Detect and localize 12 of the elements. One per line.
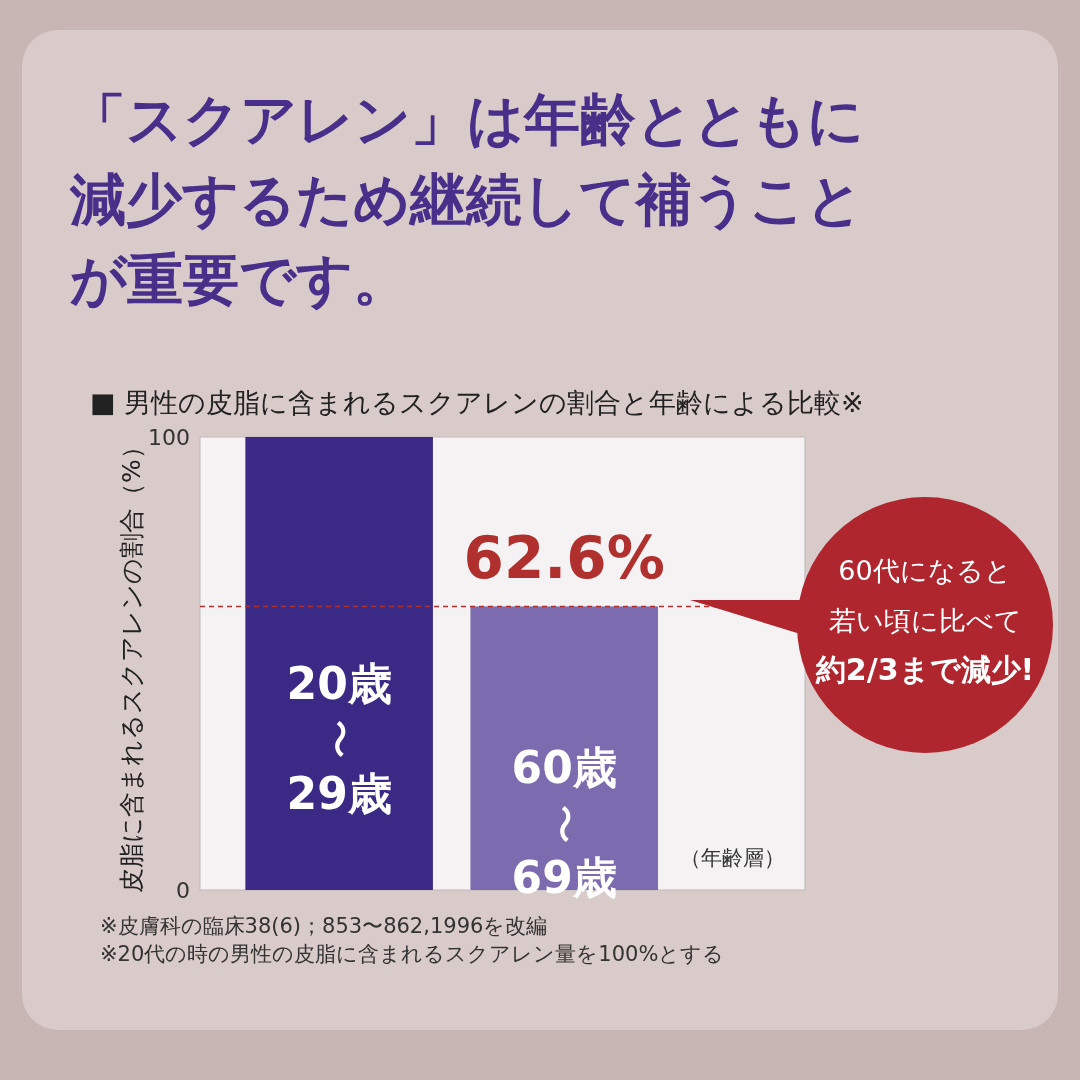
y-tick-label: 0 — [176, 878, 190, 903]
chart-title: 「スクアレン」は年齢とともに減少するため継続して補うことが重要です。 — [70, 86, 865, 314]
data-label: 62.6% — [463, 524, 665, 593]
y-axis-title: 皮脂に含まれるスクアレンの割合（%） — [117, 434, 146, 893]
callout: 60代になると若い頃に比べて約2/3まで減少! — [690, 497, 1053, 753]
text: ※皮膚科の臨床38(6)；853〜862,1996を改編 — [100, 914, 548, 938]
x-tick-label: 60歳〜69歳 — [511, 742, 617, 904]
y-tick-label: 100 — [148, 425, 190, 450]
x-axis-title: （年齢層） — [680, 846, 785, 870]
text: ※20代の時の男性の皮脂に含まれるスクアレン量を100%とする — [100, 942, 725, 966]
chart-subtitle: ■ 男性の皮脂に含まれるスクアレンの割合と年齢による比較※ — [90, 386, 864, 420]
x-tick-label: 20歳〜29歳 — [286, 657, 392, 819]
